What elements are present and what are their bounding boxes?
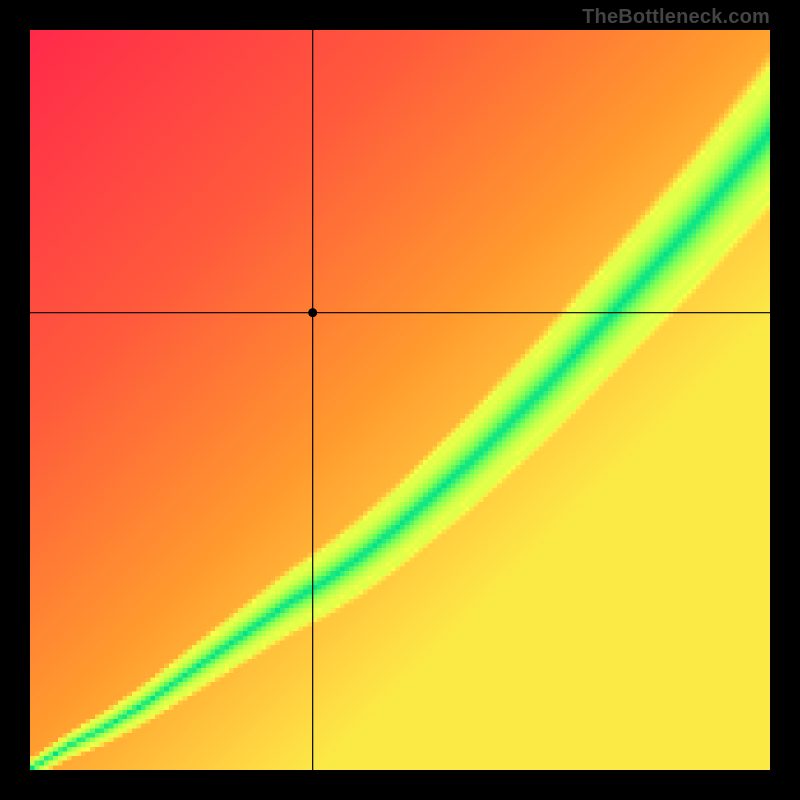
bottleneck-heatmap	[30, 30, 770, 770]
watermark-text: TheBottleneck.com	[582, 6, 770, 29]
chart-container: TheBottleneck.com	[0, 0, 800, 800]
